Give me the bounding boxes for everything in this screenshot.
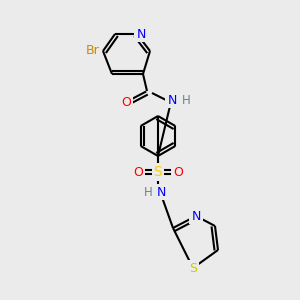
Text: Br: Br [86,44,100,58]
Text: S: S [189,262,197,275]
Text: O: O [173,166,183,178]
Text: N: N [191,209,201,223]
Text: N: N [167,94,177,106]
Text: H: H [144,185,152,199]
Text: N: N [136,28,146,40]
Text: S: S [154,165,162,179]
Text: H: H [182,94,190,106]
Text: N: N [156,185,166,199]
Text: O: O [133,166,143,178]
Text: O: O [121,97,131,110]
